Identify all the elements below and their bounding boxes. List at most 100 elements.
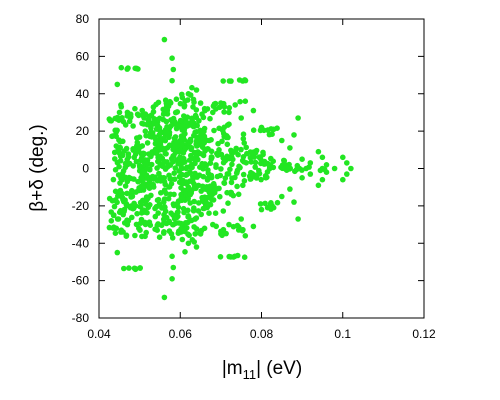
- data-point: [220, 208, 227, 214]
- data-point: [219, 138, 225, 145]
- data-point: [220, 159, 227, 166]
- data-point: [124, 109, 131, 116]
- data-point: [197, 100, 204, 106]
- data-point: [168, 210, 174, 216]
- data-point: [191, 99, 197, 105]
- data-point: [230, 254, 237, 260]
- data-point: [193, 107, 200, 113]
- data-point: [123, 145, 130, 152]
- x-axis-title-tail: | (eV): [256, 358, 302, 379]
- y-tick-label: 20: [76, 124, 90, 138]
- data-point: [190, 208, 197, 214]
- data-point: [232, 148, 239, 155]
- data-point: [166, 228, 173, 234]
- data-point: [212, 100, 219, 107]
- data-point: [177, 117, 184, 124]
- data-point: [180, 177, 186, 184]
- data-point: [173, 138, 180, 145]
- data-point: [169, 276, 175, 282]
- data-point: [144, 209, 150, 216]
- data-point: [206, 194, 212, 201]
- data-point: [148, 125, 154, 131]
- data-point: [139, 107, 145, 114]
- data-point: [178, 165, 185, 171]
- data-point: [182, 145, 189, 152]
- data-point: [181, 209, 187, 216]
- x-tick-label: 0.08: [250, 327, 274, 341]
- data-point: [124, 190, 130, 197]
- data-point: [205, 167, 211, 173]
- y-tick-label: -60: [72, 274, 90, 288]
- data-point: [131, 176, 137, 182]
- data-point: [184, 114, 191, 120]
- data-point: [108, 118, 115, 124]
- data-point: [112, 188, 119, 195]
- data-point: [224, 122, 231, 128]
- data-point: [201, 225, 208, 232]
- data-point: [270, 164, 277, 171]
- axis-ticks: [98, 18, 425, 319]
- data-point: [172, 109, 179, 116]
- data-point: [250, 127, 257, 133]
- data-point: [237, 98, 243, 105]
- data-point: [299, 156, 305, 162]
- data-point: [161, 294, 168, 301]
- data-point: [319, 176, 326, 183]
- data-point: [226, 221, 232, 228]
- data-point: [162, 150, 169, 157]
- data-point: [130, 123, 136, 129]
- data-point: [200, 152, 207, 159]
- data-point: [188, 122, 195, 128]
- data-point: [193, 244, 200, 250]
- data-point: [113, 225, 120, 232]
- data-point: [221, 109, 227, 115]
- data-point: [121, 265, 127, 272]
- data-point: [112, 197, 119, 203]
- data-point: [207, 115, 213, 122]
- data-point: [140, 168, 146, 175]
- data-point: [166, 172, 172, 179]
- data-point: [171, 216, 178, 222]
- data-point: [233, 170, 240, 176]
- data-point: [164, 145, 171, 151]
- data-point: [184, 97, 191, 103]
- data-point: [131, 265, 138, 272]
- data-point: [227, 166, 233, 173]
- data-point: [148, 161, 155, 168]
- data-point: [218, 100, 224, 106]
- data-point: [140, 180, 146, 186]
- data-point: [113, 129, 119, 135]
- data-point: [344, 171, 350, 177]
- data-point: [279, 193, 285, 200]
- y-tick-label: -20: [72, 199, 90, 213]
- data-point: [132, 105, 138, 112]
- data-point: [147, 133, 153, 140]
- data-point: [225, 171, 232, 177]
- data-point: [187, 191, 193, 198]
- data-point: [200, 144, 206, 151]
- data-point: [258, 176, 264, 183]
- data-point: [179, 236, 186, 243]
- data-point: [264, 169, 271, 175]
- data-point: [182, 220, 189, 226]
- data-point: [299, 167, 305, 173]
- data-point: [172, 134, 179, 140]
- data-point: [150, 109, 157, 115]
- data-point: [169, 55, 175, 61]
- data-point: [167, 162, 174, 168]
- data-point: [133, 158, 140, 165]
- data-point: [207, 160, 214, 166]
- data-point: [161, 110, 167, 117]
- data-point: [111, 203, 118, 210]
- data-point: [207, 172, 213, 179]
- data-point: [157, 174, 164, 181]
- data-point: [111, 212, 117, 218]
- data-point: [291, 132, 297, 138]
- data-point: [169, 77, 175, 84]
- data-point: [252, 159, 259, 166]
- data-point: [114, 116, 121, 122]
- data-point: [171, 191, 177, 198]
- data-point: [315, 148, 322, 155]
- data-point: [135, 148, 142, 154]
- data-point: [153, 204, 160, 210]
